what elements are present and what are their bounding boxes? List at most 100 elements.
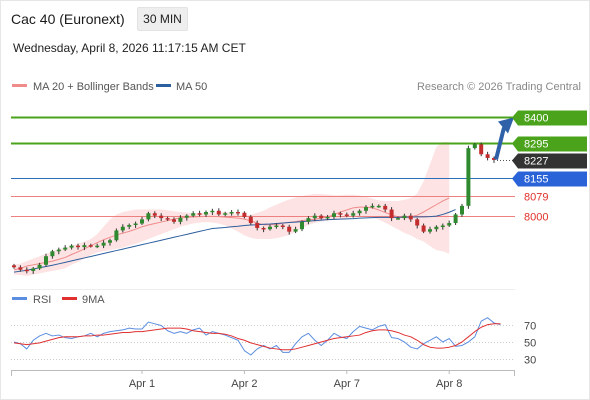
candle-body xyxy=(82,245,87,248)
candle-body xyxy=(280,225,285,228)
level-label-8400: 8400 xyxy=(524,113,548,125)
candle-body xyxy=(364,207,368,211)
candle-body xyxy=(383,205,388,210)
candle-body xyxy=(216,210,221,215)
candle-body xyxy=(12,265,16,268)
candle-body xyxy=(460,205,464,215)
x-tick-label: Apr 2 xyxy=(231,378,257,390)
candle-body xyxy=(344,214,349,216)
instrument-title: Cac 40 (Euronext) xyxy=(11,11,125,27)
candle-body xyxy=(69,245,74,248)
candle-body xyxy=(108,240,112,243)
level-label-8000: 8000 xyxy=(524,212,548,224)
candle-body xyxy=(101,242,106,246)
candle-body xyxy=(357,210,362,214)
level-tag-8155 xyxy=(512,171,587,187)
candle-body xyxy=(268,226,272,230)
rsi-tick-50: 50 xyxy=(524,338,536,350)
candle-body xyxy=(434,226,439,230)
candle-body xyxy=(210,210,215,213)
ma50-line xyxy=(13,209,456,273)
candle-body xyxy=(466,148,471,206)
candle-body xyxy=(44,256,48,265)
x-tick-label: Apr 1 xyxy=(129,378,155,390)
candle-body xyxy=(300,221,304,230)
candle-body xyxy=(255,223,260,228)
candle-body xyxy=(127,225,132,227)
candle-body xyxy=(396,218,400,220)
candle-body xyxy=(120,226,125,231)
candle-body xyxy=(338,213,343,215)
candle-body xyxy=(376,205,381,208)
candle-body xyxy=(223,213,228,215)
candle-body xyxy=(421,225,426,232)
x-tick-label: Apr 7 xyxy=(334,378,360,390)
rsi-tick-30: 30 xyxy=(524,355,536,367)
candle-body xyxy=(172,219,176,222)
level-label-8295: 8295 xyxy=(524,139,548,151)
candle-body xyxy=(492,157,496,160)
level-label-8227: 8227 xyxy=(524,156,548,168)
candle-body xyxy=(293,229,298,232)
candle-body xyxy=(18,267,23,270)
candle-body xyxy=(31,268,36,271)
candle-body xyxy=(319,215,324,219)
candle-body xyxy=(236,211,240,214)
rsi-tick-70: 70 xyxy=(524,321,536,333)
candle-body xyxy=(312,215,317,219)
candle-body xyxy=(76,245,80,248)
candle-body xyxy=(197,213,202,215)
level-tag-8400 xyxy=(512,110,587,126)
candle-body xyxy=(114,230,119,241)
candle-body xyxy=(204,211,208,215)
candle-body xyxy=(159,215,164,219)
rsi-ma9-line xyxy=(13,323,501,351)
legend-label-ma20: MA 20 + Bollinger Bands xyxy=(33,81,154,93)
candle-body xyxy=(415,219,420,226)
candle-body xyxy=(325,216,330,219)
legend-swatch-ma20 xyxy=(12,84,27,87)
legend-swatch-rsi xyxy=(12,297,27,300)
candle-body xyxy=(408,215,413,220)
candle-body xyxy=(24,269,29,272)
candle-body xyxy=(133,223,138,226)
candle-body xyxy=(95,245,100,248)
candle-body xyxy=(428,229,432,232)
candle-body xyxy=(56,249,61,252)
bollinger-band-area xyxy=(14,141,450,276)
candle-body xyxy=(50,251,55,257)
candles-group xyxy=(12,142,496,274)
candle-body xyxy=(152,213,157,216)
candle-body xyxy=(306,218,311,222)
legend-label-9ma: 9MA xyxy=(82,294,105,306)
candle-body xyxy=(472,144,477,149)
candle-body xyxy=(146,213,151,220)
candle-body xyxy=(479,144,484,155)
candle-body xyxy=(37,264,42,269)
level-label-8079: 8079 xyxy=(524,192,548,204)
legend-swatch-ma50 xyxy=(156,84,171,87)
chart-datetime: Wednesday, April 8, 2026 11:17:15 AM CET xyxy=(13,41,246,55)
candle-body xyxy=(332,213,336,217)
legend-label-ma50: MA 50 xyxy=(176,81,207,93)
candle-body xyxy=(274,225,279,228)
candle-body xyxy=(140,219,144,224)
candle-body xyxy=(184,215,189,218)
legend-label-rsi: RSI xyxy=(33,294,51,306)
legend-swatch-9ma xyxy=(62,297,77,300)
candle-body xyxy=(178,217,183,222)
candle-body xyxy=(165,218,170,220)
candle-body xyxy=(261,227,266,230)
timeframe-button[interactable]: 30 MIN xyxy=(137,7,188,31)
candle-body xyxy=(242,212,247,217)
candle-body xyxy=(370,205,375,208)
level-tag-8227 xyxy=(512,153,587,169)
candle-body xyxy=(287,226,292,232)
projection-arrowhead xyxy=(498,117,514,134)
candle-body xyxy=(453,214,458,224)
candle-body xyxy=(88,245,93,247)
candle-body xyxy=(440,225,445,228)
candle-body xyxy=(447,223,452,226)
